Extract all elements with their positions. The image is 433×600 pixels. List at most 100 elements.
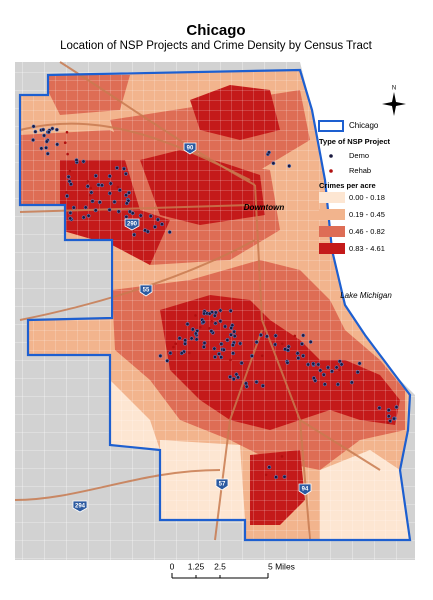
project-points	[31, 124, 399, 480]
project-point	[232, 329, 237, 334]
project-point	[107, 174, 112, 179]
legend-boundary-swatch	[318, 120, 344, 132]
highway-label: 57	[219, 482, 226, 488]
project-point	[238, 341, 243, 346]
project-point	[54, 127, 59, 132]
project-point	[165, 358, 170, 363]
project-point	[225, 338, 230, 342]
scale-label: 2.5	[214, 561, 226, 571]
project-point	[244, 384, 249, 389]
legend-heading: Crimes per acre	[319, 181, 376, 190]
project-point	[145, 229, 150, 234]
project-point	[210, 319, 214, 323]
legend-label: Demo	[349, 151, 369, 160]
scale-line	[171, 573, 269, 579]
project-point	[264, 334, 269, 339]
project-point	[68, 169, 72, 173]
project-point	[69, 182, 73, 187]
shield	[124, 218, 140, 231]
project-point	[86, 213, 91, 218]
legend-label: 0.46 - 0.82	[349, 227, 385, 236]
project-point	[287, 164, 292, 168]
legend-label: 0.83 - 4.61	[349, 244, 385, 253]
legend-label: Chicago	[349, 121, 379, 130]
project-point	[223, 324, 228, 329]
project-point	[90, 199, 95, 204]
highway-line	[19, 204, 251, 213]
project-point	[88, 193, 92, 197]
project-point	[44, 139, 49, 144]
project-point	[201, 344, 206, 349]
project-point	[199, 326, 202, 329]
project-point	[44, 145, 49, 150]
project-point	[258, 333, 263, 337]
project-point	[273, 333, 278, 338]
project-point	[107, 207, 112, 212]
project-point	[377, 405, 382, 410]
project-point	[33, 129, 38, 134]
compass	[382, 92, 406, 116]
project-point	[254, 380, 259, 384]
highway-line	[214, 329, 263, 541]
legend-swatch	[319, 192, 345, 203]
project-point	[116, 209, 121, 214]
project-point	[107, 191, 112, 196]
project-point	[112, 199, 117, 204]
project-point	[330, 369, 334, 374]
project-point	[63, 141, 67, 144]
project-point	[190, 327, 195, 332]
project-point	[96, 182, 101, 187]
project-point	[193, 331, 198, 336]
highway-label: 90	[187, 146, 194, 152]
project-point	[300, 341, 304, 346]
highway-label: 294	[75, 504, 86, 510]
project-point	[234, 372, 239, 377]
project-point	[213, 355, 217, 359]
project-point	[249, 353, 254, 358]
project-point	[194, 337, 199, 342]
project-point	[167, 230, 172, 235]
project-point	[123, 171, 128, 176]
legend: Chicago Type of NSP Project Demo Rehab C…	[318, 120, 390, 254]
project-point	[108, 181, 113, 186]
project-point	[172, 345, 175, 349]
project-point	[386, 408, 391, 413]
project-point	[68, 210, 73, 215]
project-point	[122, 166, 126, 171]
project-point	[229, 326, 234, 330]
project-point	[231, 343, 235, 347]
project-point	[337, 359, 342, 364]
project-point	[217, 351, 221, 356]
project-point	[65, 194, 70, 198]
scale-bar: 0 1.25 2.5 5 Miles	[170, 561, 295, 579]
project-point	[116, 185, 120, 189]
legend-heading: Type of NSP Project	[319, 137, 390, 146]
project-point	[68, 216, 73, 221]
project-point	[153, 224, 157, 229]
project-point	[322, 382, 327, 387]
project-point	[295, 351, 300, 356]
project-point	[219, 355, 224, 360]
project-point	[218, 319, 223, 324]
project-point	[189, 336, 194, 341]
project-point	[81, 159, 86, 164]
legend-label: Rehab	[349, 166, 371, 175]
project-point	[229, 332, 233, 337]
project-point	[306, 362, 311, 367]
project-point	[236, 375, 240, 380]
project-point	[296, 356, 301, 361]
project-point	[85, 184, 90, 189]
map-title: Chicago	[186, 22, 245, 39]
project-point	[311, 361, 316, 366]
project-point	[244, 381, 248, 386]
map-subtitle: Location of NSP Projects and Crime Densi…	[60, 40, 373, 52]
legend-swatch	[319, 226, 345, 237]
project-point	[179, 351, 184, 356]
project-point	[117, 188, 122, 193]
project-point	[46, 130, 51, 135]
project-point	[219, 342, 224, 346]
project-point	[45, 151, 50, 156]
project-point	[183, 338, 188, 343]
highway-line	[14, 469, 221, 501]
project-point	[66, 152, 69, 156]
